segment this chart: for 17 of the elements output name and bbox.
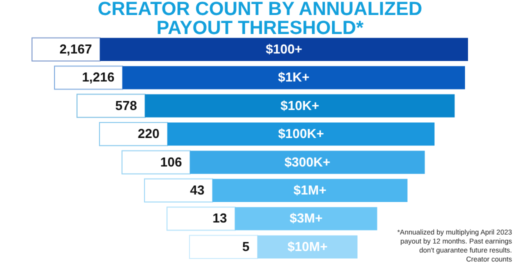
- data-label: 5: [242, 238, 250, 254]
- data-label: 220: [138, 126, 160, 142]
- data-label: 2,167: [59, 41, 92, 56]
- category-label: $100K+: [278, 126, 324, 142]
- data-label: 1,216: [82, 70, 114, 85]
- data-label: 106: [160, 154, 182, 170]
- category-label: $100+: [266, 41, 303, 56]
- category-label: $300K+: [284, 154, 331, 170]
- text: CREATOR COUNT BY ANNUALIZED PAYOUT THRESHOLD*: [98, 0, 422, 39]
- data-label: 43: [190, 182, 204, 198]
- category-label: $3M+: [290, 210, 323, 226]
- category-label: $1K+: [278, 70, 310, 85]
- data-label: 578: [115, 98, 137, 113]
- category-label: $10K+: [280, 98, 320, 113]
- category-label: $1M+: [294, 182, 327, 198]
- category-label: $10M+: [287, 238, 328, 254]
- data-label: 13: [212, 210, 227, 226]
